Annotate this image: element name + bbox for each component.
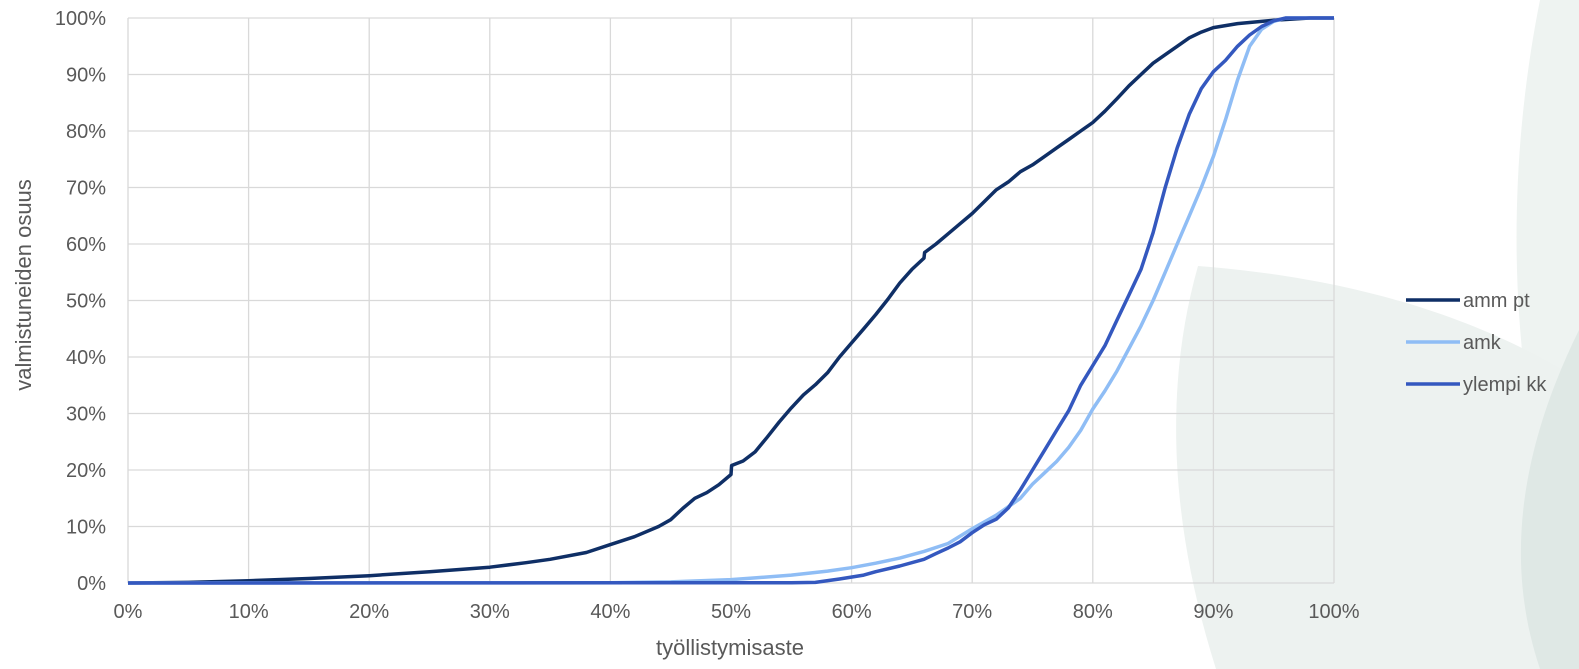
y-tick-label: 40% <box>66 347 106 369</box>
y-tick-label: 100% <box>55 8 106 30</box>
decoration-shape-3 <box>1520 330 1579 669</box>
series-line-amm-pt <box>127 16 1334 585</box>
legend-label-amm-pt: amm pt <box>1463 290 1530 312</box>
series-line-amk <box>127 16 1334 585</box>
x-tick-label: 70% <box>952 601 992 623</box>
x-tick-label: 0% <box>114 601 143 623</box>
y-tick-label: 60% <box>66 234 106 256</box>
x-tick-label: 20% <box>349 601 389 623</box>
y-tick-label: 50% <box>66 291 106 313</box>
legend: amm pt amk ylempi kk <box>1406 290 1547 396</box>
y-axis-title: valmistuneiden osuus <box>11 179 36 391</box>
x-tick-label: 100% <box>1308 601 1359 623</box>
y-tick-label: 70% <box>66 178 106 200</box>
x-tick-label: 10% <box>229 601 269 623</box>
x-tick-label: 40% <box>590 601 630 623</box>
x-tick-label: 30% <box>470 601 510 623</box>
y-tick-label: 10% <box>66 517 106 539</box>
legend-label-amk: amk <box>1463 332 1502 354</box>
y-axis-tick-labels: 0% 10% 20% 30% 40% 50% 60% 70% 80% 90% 100% <box>55 8 106 595</box>
x-tick-label: 60% <box>832 601 872 623</box>
x-tick-label: 90% <box>1193 601 1233 623</box>
y-tick-label: 20% <box>66 460 106 482</box>
decoration-shape-2 <box>1176 266 1579 669</box>
x-axis-title: työllistymisaste <box>656 635 804 660</box>
series-lines <box>127 16 1334 585</box>
series-line-ylempi-kk <box>127 16 1334 585</box>
y-tick-label: 90% <box>66 65 106 87</box>
y-tick-label: 30% <box>66 404 106 426</box>
x-tick-label: 80% <box>1073 601 1113 623</box>
background-decoration <box>1176 0 1579 669</box>
x-axis-tick-labels: 0% 10% 20% 30% 40% 50% 60% 70% 80% 90% 100% <box>114 601 1360 623</box>
x-tick-label: 50% <box>711 601 751 623</box>
y-tick-label: 80% <box>66 121 106 143</box>
legend-label-ylempi-kk: ylempi kk <box>1463 374 1547 396</box>
y-tick-label: 0% <box>77 573 106 595</box>
